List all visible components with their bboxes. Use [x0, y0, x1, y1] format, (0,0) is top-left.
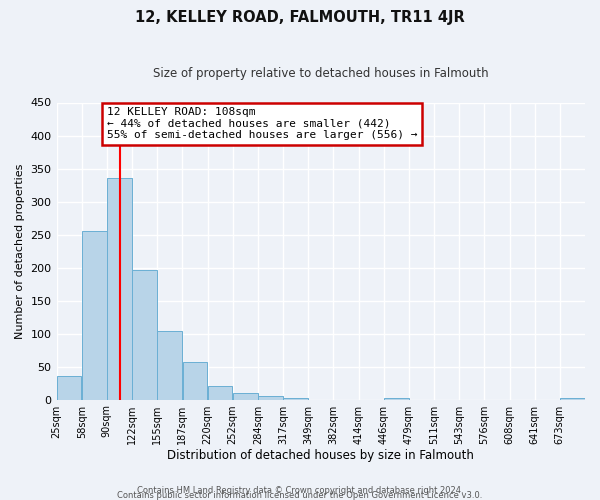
- Bar: [57, 376, 82, 400]
- Bar: [258, 396, 283, 400]
- Bar: [208, 386, 232, 400]
- Title: Size of property relative to detached houses in Falmouth: Size of property relative to detached ho…: [153, 68, 488, 80]
- Text: 12 KELLEY ROAD: 108sqm
← 44% of detached houses are smaller (442)
55% of semi-de: 12 KELLEY ROAD: 108sqm ← 44% of detached…: [107, 107, 418, 140]
- Bar: [384, 398, 409, 400]
- Bar: [132, 270, 157, 400]
- Bar: [560, 398, 585, 400]
- X-axis label: Distribution of detached houses by size in Falmouth: Distribution of detached houses by size …: [167, 450, 474, 462]
- Bar: [283, 398, 308, 400]
- Text: 12, KELLEY ROAD, FALMOUTH, TR11 4JR: 12, KELLEY ROAD, FALMOUTH, TR11 4JR: [135, 10, 465, 25]
- Bar: [233, 393, 257, 400]
- Text: Contains public sector information licensed under the Open Government Licence v3: Contains public sector information licen…: [118, 490, 482, 500]
- Bar: [182, 362, 207, 400]
- Bar: [82, 231, 107, 400]
- Bar: [107, 178, 132, 400]
- Bar: [157, 331, 182, 400]
- Text: Contains HM Land Registry data © Crown copyright and database right 2024.: Contains HM Land Registry data © Crown c…: [137, 486, 463, 495]
- Y-axis label: Number of detached properties: Number of detached properties: [15, 164, 25, 338]
